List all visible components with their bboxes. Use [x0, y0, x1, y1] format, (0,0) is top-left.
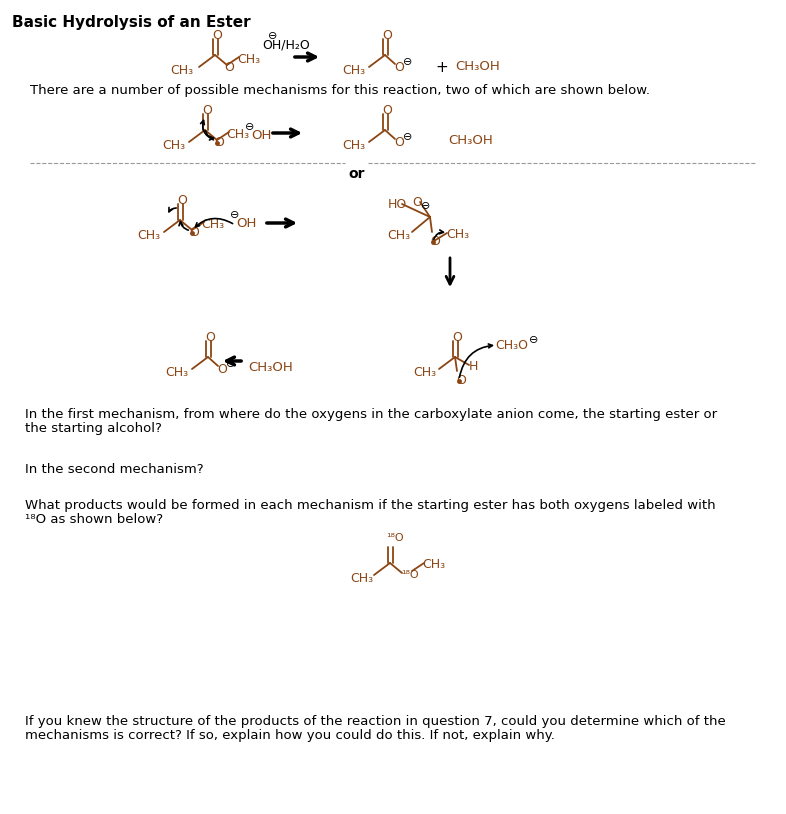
Text: ¹⁸O: ¹⁸O: [401, 570, 419, 580]
Text: H: H: [469, 360, 479, 373]
Text: CH₃: CH₃: [387, 229, 410, 242]
Text: O: O: [224, 61, 234, 74]
Text: In the first mechanism, from where do the oxygens in the carboxylate anion come,: In the first mechanism, from where do th…: [25, 408, 717, 421]
Text: OH/H₂O: OH/H₂O: [262, 39, 310, 52]
Text: or: or: [348, 167, 365, 181]
Text: CH₃: CH₃: [342, 64, 365, 77]
Text: ¹⁸O: ¹⁸O: [386, 533, 404, 543]
Text: In the second mechanism?: In the second mechanism?: [25, 463, 204, 476]
Text: ⊖: ⊖: [403, 57, 413, 67]
Text: ¹⁸O as shown below?: ¹⁸O as shown below?: [25, 513, 163, 526]
Text: O: O: [205, 331, 215, 344]
Text: If you knew the structure of the products of the reaction in question 7, could y: If you knew the structure of the product…: [25, 715, 725, 728]
Text: ⊖: ⊖: [226, 359, 235, 369]
Text: CH₃: CH₃: [165, 366, 188, 379]
Text: the starting alcohol?: the starting alcohol?: [25, 422, 162, 435]
Text: CH₃: CH₃: [422, 558, 445, 571]
Text: CH₃: CH₃: [162, 139, 185, 152]
Text: CH₃: CH₃: [137, 229, 160, 242]
Text: O: O: [394, 61, 404, 74]
Text: O: O: [394, 136, 404, 149]
Text: ⊖: ⊖: [529, 335, 538, 345]
Text: ⊖: ⊖: [230, 210, 240, 220]
Text: ⊖: ⊖: [268, 31, 277, 41]
Text: CH₃: CH₃: [342, 139, 365, 152]
Text: HO: HO: [388, 198, 407, 211]
Text: OH: OH: [251, 129, 271, 142]
Text: O: O: [382, 29, 392, 42]
Text: CH₃: CH₃: [201, 218, 224, 231]
Text: O: O: [430, 235, 440, 248]
Text: CH₃: CH₃: [446, 228, 469, 241]
Text: CH₃OH: CH₃OH: [448, 134, 493, 147]
Text: CH₃: CH₃: [237, 53, 260, 66]
Text: What products would be formed in each mechanism if the starting ester has both o: What products would be formed in each me…: [25, 499, 715, 512]
Text: O: O: [214, 136, 224, 149]
Text: ⊖: ⊖: [421, 201, 431, 211]
Text: O: O: [212, 29, 222, 42]
Text: There are a number of possible mechanisms for this reaction, two of which are sh: There are a number of possible mechanism…: [30, 84, 650, 97]
Text: Basic Hydrolysis of an Ester: Basic Hydrolysis of an Ester: [12, 15, 251, 30]
Text: CH₃O: CH₃O: [495, 339, 528, 352]
Text: CH₃: CH₃: [226, 128, 249, 141]
Text: O: O: [189, 226, 199, 239]
Text: +: +: [435, 60, 448, 75]
Text: OH: OH: [236, 217, 256, 230]
Text: CH₃: CH₃: [350, 572, 373, 585]
Text: O: O: [217, 363, 227, 376]
Text: CH₃: CH₃: [413, 366, 436, 379]
Text: ⊖: ⊖: [403, 132, 413, 142]
Text: ⊖: ⊖: [245, 122, 255, 132]
Text: O: O: [456, 374, 466, 387]
Text: CH₃OH: CH₃OH: [248, 361, 292, 374]
Text: O: O: [412, 196, 422, 209]
Text: O: O: [202, 104, 212, 117]
Text: O: O: [382, 104, 392, 117]
Text: O: O: [452, 331, 462, 344]
Text: CH₃: CH₃: [170, 64, 193, 77]
Text: CH₃OH: CH₃OH: [455, 60, 500, 73]
Text: mechanisms is correct? If so, explain how you could do this. If not, explain why: mechanisms is correct? If so, explain ho…: [25, 729, 555, 742]
Text: O: O: [177, 194, 187, 207]
